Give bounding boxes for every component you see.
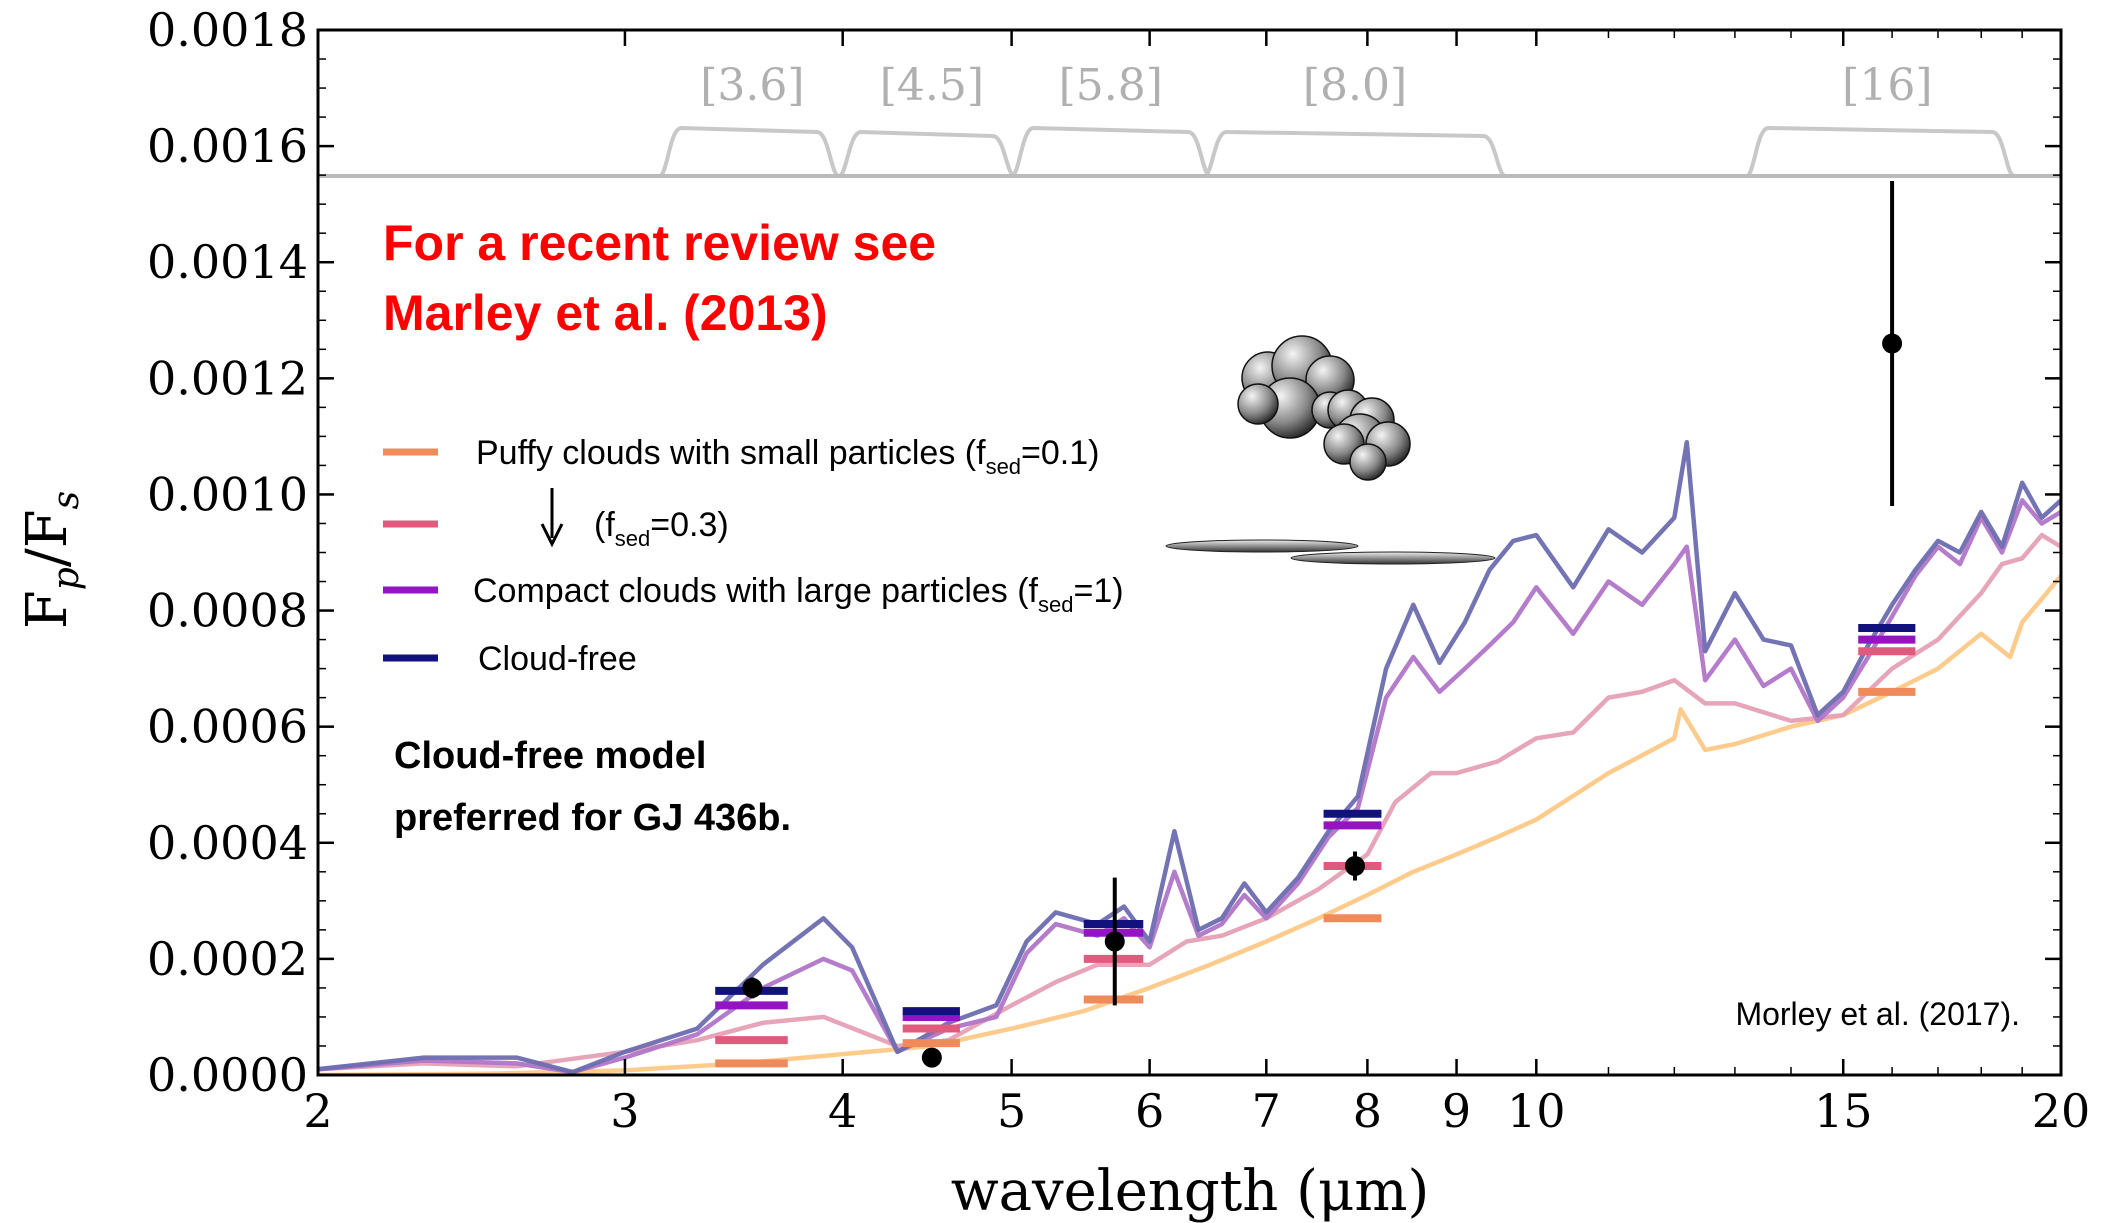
filter-curve [1203, 129, 1507, 178]
x-tick-label: 6 [1135, 1084, 1164, 1138]
x-axis-title: wavelength (μm) [951, 1159, 1430, 1223]
citation: Morley et al. (2017). [1735, 996, 2020, 1032]
legend: Puffy clouds with small particles (fsed=… [383, 434, 1124, 678]
y-tick-label: 0.0006 [147, 700, 308, 754]
filter-band-label: [5.8] [1059, 60, 1163, 111]
y-axis-title-main: F [15, 590, 80, 629]
filter-band-label: [16] [1842, 60, 1932, 111]
x-tick-label: 5 [997, 1084, 1026, 1138]
observation-layer [742, 180, 1903, 1068]
plot-frame [316, 28, 2063, 1077]
x-tick-label: 2 [303, 1084, 332, 1138]
y-tick-label: 0.0004 [147, 816, 308, 870]
filter-band-label: [8.0] [1303, 60, 1407, 111]
filter-curve [837, 129, 1016, 178]
ticks: 0.0000 0.0002 0.0004 0.0006 0.0008 0.0010 0.00… [147, 3, 2090, 1138]
observation-point [1344, 856, 1365, 876]
filter-curve [1010, 125, 1212, 178]
puffy-cloud-icon [1237, 335, 1411, 481]
y-tick-label: 0.0000 [147, 1048, 308, 1102]
x-tick-label: 10 [1507, 1084, 1566, 1138]
filter-curve [658, 125, 840, 178]
legend-label: (fsed=0.3) [594, 506, 729, 551]
x-tick-label: 8 [1353, 1084, 1382, 1138]
x-tick-label: 15 [1814, 1084, 1873, 1138]
x-tick-label: 7 [1252, 1084, 1281, 1138]
observation-point [1104, 931, 1125, 952]
filter-band-panel: [3.6] [4.5] [5.8] [8.0] [16] [318, 60, 2061, 178]
svg-text:Fp/Fs: Fp/Fs [15, 491, 87, 629]
y-tick-label: 0.0002 [147, 932, 308, 986]
y-tick-label: 0.0012 [147, 351, 308, 405]
legend-label: Cloud-free [478, 640, 637, 678]
filter-band-label: [3.6] [700, 60, 804, 111]
y-tick-label: 0.0014 [147, 235, 308, 289]
y-tick-label: 0.0018 [147, 3, 308, 57]
review-annotation-line1: For a recent review see [383, 215, 936, 271]
x-tick-label: 3 [610, 1084, 639, 1138]
filter-curve [1745, 125, 2016, 178]
down-arrow-icon [540, 488, 564, 548]
y-tick-label: 0.0008 [147, 584, 308, 638]
review-annotation-line2: Marley et al. (2013) [383, 285, 828, 341]
y-tick-label: 0.0010 [147, 467, 308, 521]
filter-band-label: [4.5] [880, 60, 984, 111]
axes [316, 28, 2063, 1077]
y-axis-title-sub1: p [46, 567, 87, 590]
y-tick-label: 0.0016 [147, 119, 308, 173]
preferred-annotation-line1: Cloud-free model [394, 735, 706, 777]
preferred-annotation-line2: preferred for GJ 436b. [394, 797, 791, 839]
x-tick-label: 4 [828, 1084, 857, 1138]
legend-label: Compact clouds with large particles (fse… [473, 572, 1124, 617]
x-tick-label: 20 [2032, 1084, 2091, 1138]
series-line [318, 532, 2061, 1072]
x-tick-label: 9 [1442, 1084, 1471, 1138]
flat-cloud-icon [1165, 539, 1496, 565]
legend-label: Puffy clouds with small particles (fsed=… [476, 434, 1100, 479]
observation-point [1882, 333, 1903, 354]
y-axis-title-mid: /F [15, 509, 80, 567]
observation-point [921, 1047, 942, 1068]
observation-point [742, 977, 763, 998]
y-axis-title: Fp/Fs [15, 491, 87, 629]
y-axis-title-sub2: s [46, 491, 87, 509]
